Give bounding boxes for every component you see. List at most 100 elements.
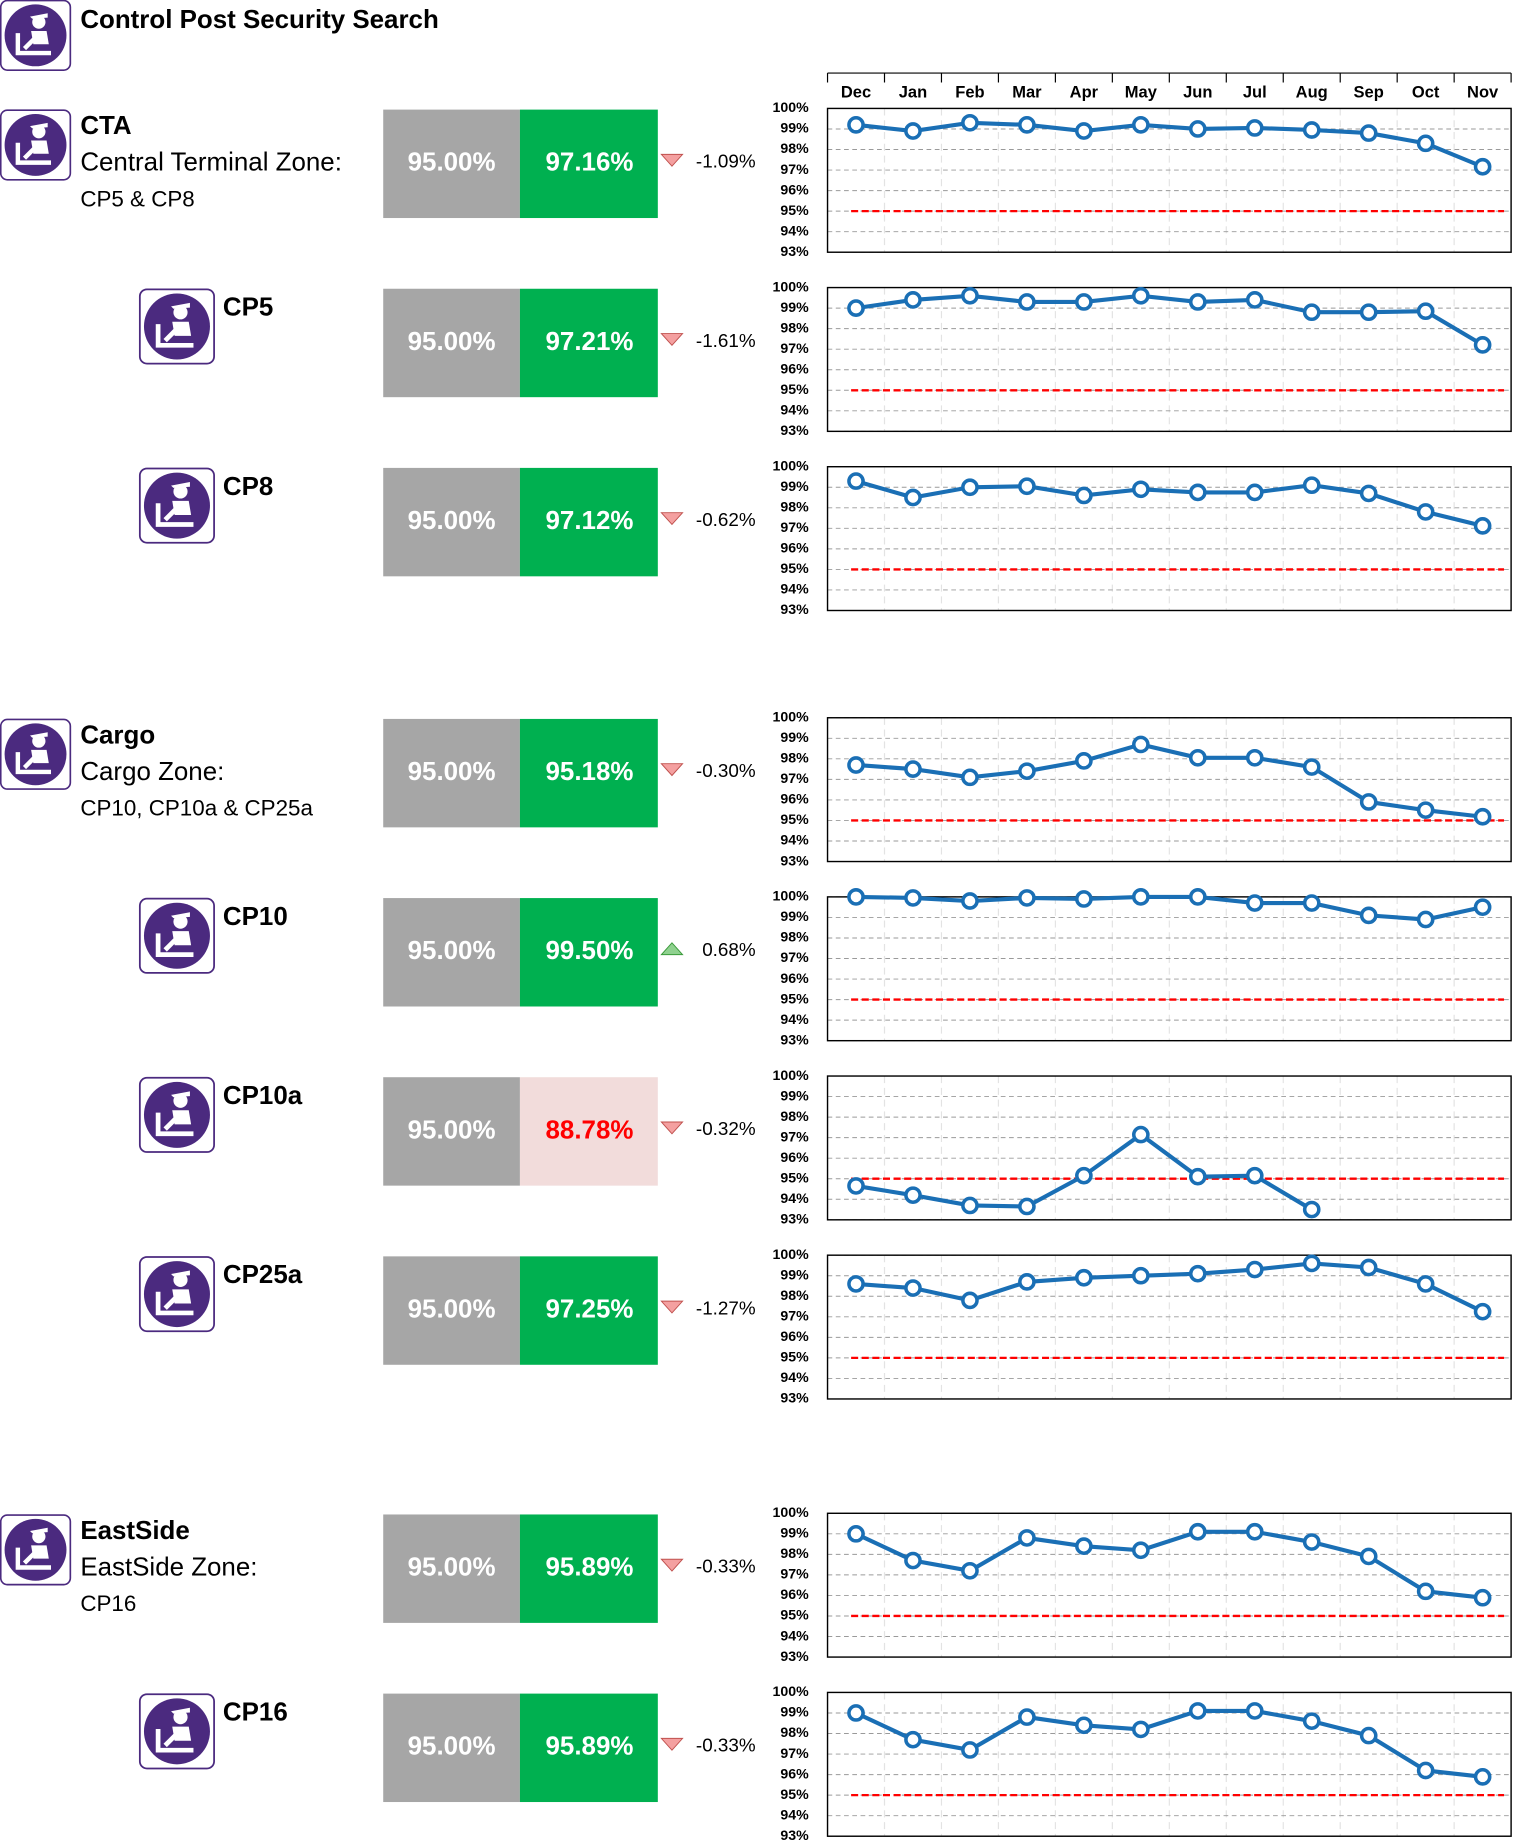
point [1416,134,1435,153]
point [961,1561,979,1580]
row-name: CP10a [223,1082,303,1110]
point [1416,910,1435,929]
y-tick-label: 98% [780,1724,809,1740]
point [904,1551,922,1570]
target-tile [383,898,520,1007]
y-tick-label: 94% [780,1011,809,1027]
point [1359,1726,1378,1745]
change-value: -0.32% [696,1118,756,1139]
icon-head [32,734,46,748]
point [1131,286,1150,305]
y-tick-label: 96% [780,970,809,986]
point [847,888,865,906]
point [961,1196,979,1215]
y-tick-label: 96% [780,181,809,197]
y-tick-label: 95% [780,990,809,1006]
icon-arm [163,1115,179,1131]
point [1245,1166,1264,1185]
actual-tile [519,1693,658,1803]
y-tick-label: 93% [780,1827,809,1843]
point [1302,1200,1321,1219]
y-tick-label: 100% [773,1683,810,1699]
point [1131,1541,1150,1560]
y-tick-label: 93% [780,1390,809,1406]
y-tick-label: 97% [780,1566,809,1582]
change-value: 0.68% [702,939,756,960]
actual-value: 95.89% [546,1733,634,1761]
actual-tile [519,288,658,398]
change-value: -1.09% [696,151,756,172]
month-label: Jun [1183,83,1212,101]
point [961,478,979,497]
y-tick-label: 95% [780,202,809,218]
series-line [855,1708,1483,1779]
actual-value: 97.12% [546,507,634,535]
y-tick-label: 97% [780,770,809,786]
icon-body [31,1545,49,1559]
icon-body [172,500,192,516]
point [1018,477,1036,496]
point [1075,1166,1093,1185]
icon-cap [30,122,48,129]
y-tick-label: 93% [780,1031,809,1047]
point [1245,291,1264,309]
icon-cap [171,912,190,919]
icon [0,0,72,71]
point [961,286,979,305]
point [904,760,922,778]
month-label: Dec [841,83,871,101]
point [1131,116,1150,134]
target-value: 95.00% [408,507,496,535]
y-tick-label: 96% [780,1328,809,1344]
y-tick-label: 97% [780,1128,809,1144]
icon-cap [171,482,190,488]
month-label: Feb [955,83,984,101]
change-value: -0.30% [696,760,756,781]
icon-body [31,140,49,154]
y-tick-label: 94% [780,1627,809,1643]
point [1188,748,1207,767]
icon-cap [30,1527,48,1534]
point [1075,752,1093,770]
y-tick-label: 93% [780,852,809,868]
change-value: -0.62% [696,509,756,530]
change-value: -1.61% [696,330,756,351]
point [1302,1254,1321,1273]
y-tick-label: 98% [780,319,809,335]
y-tick-label: 100% [773,888,810,904]
y-tick-label: 96% [780,1765,809,1781]
icon-desk [155,1291,194,1316]
point [1416,1582,1435,1601]
series-line [855,1529,1483,1600]
y-tick-label: 94% [780,832,809,848]
icon-desk [155,933,194,957]
y-tick-label: 97% [780,1745,809,1761]
arrow-down [660,512,684,526]
icon [138,467,215,544]
y-tick-label: 93% [780,422,809,438]
y-tick-label: 99% [780,1087,809,1103]
actual-value: 97.21% [546,328,634,356]
arrow-down [660,763,684,777]
plot-frame [826,1075,1512,1221]
point [1188,483,1207,502]
y-tick-label: 98% [780,1108,809,1124]
point [1416,503,1435,521]
target-value: 95.00% [408,937,496,965]
actual-tile [519,898,658,1007]
month-label: Jul [1243,83,1267,101]
actual-tile [519,467,658,577]
actual-tile [519,1514,658,1623]
point [847,299,865,317]
plot-frame [826,1512,1512,1658]
point [1075,122,1093,140]
y-tick-label: 100% [773,708,810,724]
point [961,768,979,787]
actual-value: 97.16% [546,149,634,177]
icon-desk [15,752,52,775]
icon-body [172,1289,192,1304]
point [1359,124,1378,142]
y-tick-label: 94% [780,1806,809,1822]
y-tick-label: 95% [780,1169,809,1185]
point [847,1177,865,1195]
